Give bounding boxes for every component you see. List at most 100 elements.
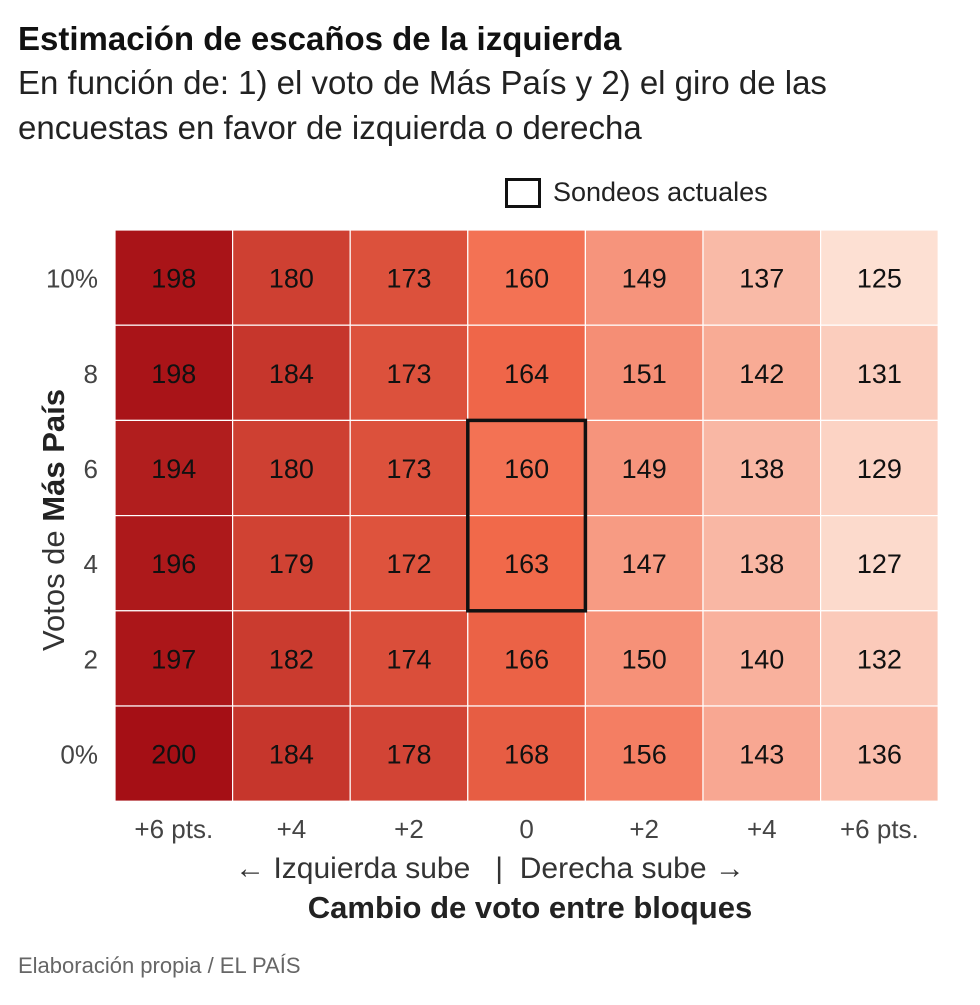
x-axis-label: Cambio de voto entre bloques: [307, 890, 753, 925]
chart-title: Estimación de escaños de la izquierda: [18, 20, 622, 57]
heatmap-cell: [349, 705, 469, 802]
heatmap-chart: 198 180 173 160 149 137 125 198 184 173 164 151 142 1…: [46, 229, 939, 844]
heatmap-cell: [584, 514, 704, 612]
cell-value-label: 143: [739, 740, 784, 770]
cell-value-label: 160: [504, 454, 549, 484]
cell-value-label: 164: [504, 359, 549, 389]
x-tick-label: +2: [394, 814, 424, 844]
heatmap-cell: [349, 514, 469, 612]
x-axis-direction: ← Izquierda sube | Derecha sube →: [0, 852, 980, 886]
heatmap-cell: [702, 705, 822, 802]
heatmap-cell: [584, 324, 704, 422]
y-tick-label: 10%: [46, 264, 98, 294]
heatmap-cell: [349, 324, 469, 422]
source-credit: Elaboración propia / EL PAÍS: [18, 953, 301, 978]
cell-value-label: 194: [151, 454, 196, 484]
cell-value-label: 180: [269, 454, 314, 484]
heatmap-cell: [819, 419, 939, 517]
heatmap-cell: [349, 419, 469, 517]
cell-value-label: 140: [739, 644, 784, 674]
heatmap-cell: [819, 324, 939, 422]
chart-subtitle: En función de: 1) el voto de Más País y …: [18, 64, 827, 146]
heatmap-cell: [702, 419, 822, 517]
y-axis-label-prefix: Votos de: [36, 521, 71, 651]
cell-value-label: 197: [151, 644, 196, 674]
cell-value-label: 172: [386, 549, 431, 579]
heatmap-cell: [702, 229, 822, 326]
heatmap-cell: [349, 610, 469, 707]
x-tick-label: +4: [747, 814, 777, 844]
cell-value-label: 142: [739, 359, 784, 389]
cell-value-label: 174: [386, 644, 431, 674]
cell-value-label: 184: [269, 359, 314, 389]
heatmap-cell: [702, 324, 822, 422]
cell-value-label: 136: [857, 740, 902, 770]
cell-value-label: 132: [857, 644, 902, 674]
heatmap-cell: [467, 610, 586, 707]
cell-value-label: 137: [739, 264, 784, 294]
cell-value-label: 200: [151, 740, 196, 770]
x-tick-label: +2: [629, 814, 659, 844]
heatmap-cell: [819, 229, 939, 326]
legend-swatch: [505, 177, 541, 208]
cell-value-label: 179: [269, 549, 314, 579]
cell-value-label: 129: [857, 454, 902, 484]
x-direction-left: ← Izquierda sube: [235, 852, 471, 885]
heatmap-cell: [702, 610, 822, 707]
cell-value-label: 173: [386, 359, 431, 389]
heatmap-cell: [114, 514, 234, 612]
heatmap-cell: [584, 229, 704, 326]
y-tick-label: 8: [84, 359, 98, 389]
legend-label: Sondeos actuales: [553, 177, 768, 207]
heatmap-cell: [232, 419, 351, 517]
cell-value-label: 180: [269, 264, 314, 294]
heatmap-cell: [232, 705, 351, 802]
y-axis-label-bold: Más País: [36, 389, 71, 522]
cell-value-label: 196: [151, 549, 196, 579]
legend: Sondeos actuales: [505, 177, 768, 208]
cell-value-label: 150: [622, 644, 667, 674]
cell-value-label: 173: [386, 264, 431, 294]
cell-value-label: 151: [622, 359, 667, 389]
heatmap-cell: [467, 419, 586, 517]
cell-value-label: 125: [857, 264, 902, 294]
cell-value-label: 149: [622, 264, 667, 294]
y-axis-label: Votos de Más País: [36, 389, 72, 651]
heatmap-cell: [819, 610, 939, 707]
heatmap-cell: [232, 324, 351, 422]
y-tick-label: 0%: [60, 740, 98, 770]
heatmap-cell: [114, 705, 234, 802]
y-tick-label: 2: [84, 644, 98, 674]
cell-value-label: 163: [504, 549, 549, 579]
cell-value-label: 178: [386, 740, 431, 770]
x-direction-right: Derecha sube →: [519, 852, 745, 885]
heatmap-cell: [232, 610, 351, 707]
cell-value-label: 138: [739, 454, 784, 484]
x-tick-label: +6 pts.: [134, 814, 213, 844]
heatmap-cell: [232, 514, 351, 612]
heatmap-cell: [467, 705, 586, 802]
heatmap-cell: [114, 419, 234, 517]
cell-value-label: 127: [857, 549, 902, 579]
heatmap-cell: [819, 514, 939, 612]
heatmap-cell: [819, 705, 939, 802]
cell-value-label: 147: [622, 549, 667, 579]
x-direction-separator: |: [495, 852, 504, 885]
cell-value-label: 166: [504, 644, 549, 674]
cell-value-label: 173: [386, 454, 431, 484]
cell-value-label: 184: [269, 740, 314, 770]
x-tick-label: 0: [519, 814, 533, 844]
heatmap-cell: [467, 514, 586, 612]
cell-value-label: 149: [622, 454, 667, 484]
cell-value-label: 156: [622, 740, 667, 770]
highlight-box-sondeos-actuales: [466, 418, 588, 613]
cell-value-label: 168: [504, 740, 549, 770]
y-tick-label: 4: [84, 549, 98, 579]
heatmap-cell: [584, 610, 704, 707]
x-tick-label: +6 pts.: [840, 814, 919, 844]
cell-value-label: 198: [151, 359, 196, 389]
cell-value-label: 182: [269, 644, 314, 674]
cell-value-label: 198: [151, 264, 196, 294]
heatmap-cell: [702, 514, 822, 612]
cell-value-label: 160: [504, 264, 549, 294]
